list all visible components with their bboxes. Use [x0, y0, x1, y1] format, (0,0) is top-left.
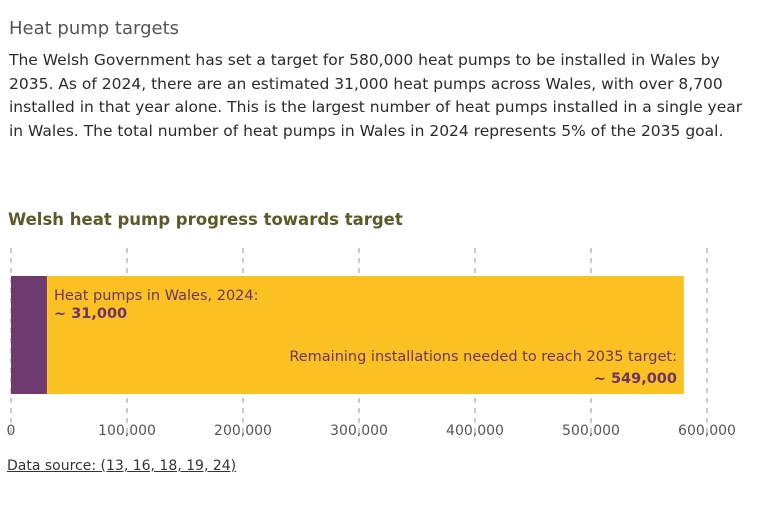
x-tick-label-5: 500,000 — [562, 423, 620, 439]
x-tick-label-0: 0 — [7, 423, 16, 439]
intro-paragraph: The Welsh Government has set a target fo… — [9, 51, 743, 140]
data-source-link[interactable]: Data source: (13, 16, 18, 19, 24) — [7, 458, 237, 474]
chart-title: Welsh heat pump progress towards target — [8, 210, 403, 229]
x-tick-label-3: 300,000 — [330, 423, 388, 439]
section-heading: Heat pump targets — [9, 18, 180, 39]
x-tick-label-6: 600,000 — [678, 423, 736, 439]
label-current-name: Heat pumps in Wales, 2024: — [54, 288, 259, 304]
heat-pump-progress-chart: 0 100,000 200,000 300,000 400,000 500,000 600,… — [7, 248, 736, 439]
x-tick-label-1: 100,000 — [98, 423, 156, 439]
label-remaining-value: ~ 549,000 — [594, 371, 677, 387]
x-tick-label-2: 200,000 — [214, 423, 272, 439]
x-tick-label-4: 400,000 — [446, 423, 504, 439]
label-current-value: ~ 31,000 — [54, 306, 127, 322]
bar-segment-1 — [46, 276, 684, 394]
bar-segment-0 — [11, 276, 47, 394]
label-remaining-name: Remaining installations needed to reach … — [289, 349, 677, 365]
